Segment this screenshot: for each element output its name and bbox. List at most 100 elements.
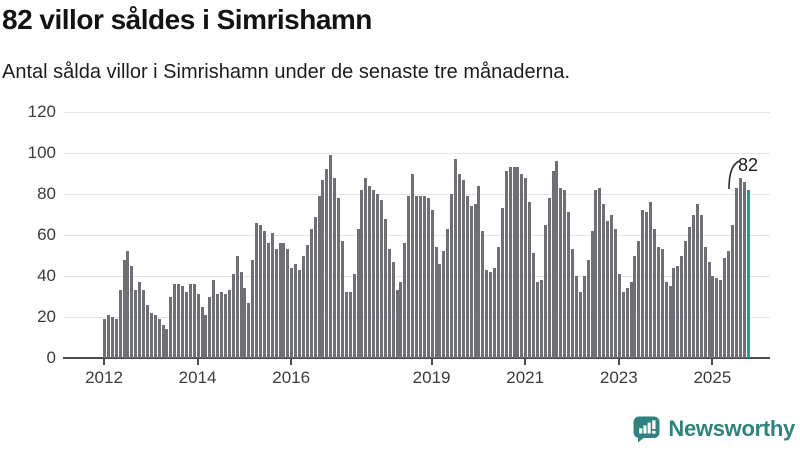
bar: [551, 171, 555, 358]
bar: [574, 276, 578, 358]
y-axis-label: 40: [37, 266, 56, 285]
bar: [153, 314, 157, 358]
y-axis-label: 0: [46, 348, 56, 367]
bar: [504, 171, 508, 358]
bar: [695, 204, 699, 358]
bar: [216, 294, 220, 358]
gridline-y100: [63, 152, 770, 154]
bar: [157, 319, 161, 358]
bar: [415, 196, 419, 358]
x-axis-label-2014: 2014: [178, 368, 217, 387]
bar: [586, 259, 590, 358]
bar: [220, 292, 224, 358]
bar: [231, 273, 235, 358]
bar: [407, 196, 411, 358]
bar: [485, 269, 489, 358]
bar: [649, 202, 653, 358]
x-axis-tick-2019: [430, 359, 433, 365]
bar: [317, 196, 321, 358]
bar: [707, 261, 711, 358]
bar: [625, 288, 629, 358]
bar: [309, 228, 313, 358]
bar: [391, 261, 395, 358]
x-axis-label-2025: 2025: [693, 368, 732, 387]
bar: [617, 273, 621, 358]
bar: [641, 210, 645, 358]
bar: [352, 273, 356, 358]
bar: [543, 224, 547, 358]
bar: [454, 159, 458, 358]
bar: [516, 167, 520, 358]
bar: [313, 216, 317, 358]
bar: [274, 249, 278, 358]
bar: [594, 189, 598, 358]
bar: [301, 255, 305, 358]
bar: [430, 210, 434, 358]
bar: [645, 212, 649, 358]
bar: [266, 243, 270, 358]
page-title: 82 villor såldes i Simrishamn: [2, 4, 372, 35]
bar: [606, 220, 610, 358]
bar: [610, 214, 614, 358]
bar: [333, 177, 337, 358]
bar: [730, 224, 734, 358]
bar: [567, 212, 571, 358]
bar: [337, 198, 341, 358]
gridline-y80: [63, 193, 770, 195]
y-axis-label: 80: [37, 184, 56, 203]
bar: [239, 271, 243, 358]
bar: [613, 228, 617, 358]
bar: [294, 263, 298, 358]
x-axis-line: [63, 357, 770, 359]
bar: [699, 214, 703, 358]
bar: [446, 228, 450, 358]
bar: [637, 241, 641, 358]
y-axis-label: 100: [27, 143, 56, 162]
bar: [473, 204, 477, 358]
bar: [126, 251, 130, 358]
bar: [368, 185, 372, 358]
bar: [286, 249, 290, 358]
bar: [200, 306, 204, 358]
bar: [684, 241, 688, 358]
bar: [379, 200, 383, 358]
bar: [130, 265, 134, 358]
bar: [196, 294, 200, 358]
bar: [403, 243, 407, 358]
bar: [372, 189, 376, 358]
x-axis-tick-2014: [196, 359, 199, 365]
bar: [450, 194, 454, 358]
bar: [680, 255, 684, 358]
bar: [528, 202, 532, 358]
bar: [727, 251, 731, 358]
bar: [173, 284, 177, 358]
bar: [356, 228, 360, 358]
bar: [348, 292, 352, 358]
last-value-annotation: 82: [738, 155, 759, 175]
bar: [442, 251, 446, 358]
bar: [387, 249, 391, 358]
bar: [535, 282, 539, 358]
bar: [719, 280, 723, 358]
bar: [555, 161, 559, 358]
y-axis-label: 20: [37, 307, 56, 326]
bar: [270, 232, 274, 358]
bar: [169, 296, 173, 358]
bar: [676, 265, 680, 358]
x-axis-label-2021: 2021: [506, 368, 545, 387]
bar: [703, 247, 707, 358]
bar: [434, 247, 438, 358]
x-axis-label-2016: 2016: [272, 368, 311, 387]
bar: [559, 187, 563, 358]
bar: [734, 187, 738, 358]
bar: [383, 218, 387, 358]
bar: [742, 181, 746, 358]
bar: [118, 290, 122, 358]
bar: [629, 282, 633, 358]
bar: [738, 177, 742, 358]
bar: [247, 302, 251, 358]
bar: [223, 294, 227, 358]
bar: [500, 208, 504, 358]
bar: [633, 255, 637, 358]
